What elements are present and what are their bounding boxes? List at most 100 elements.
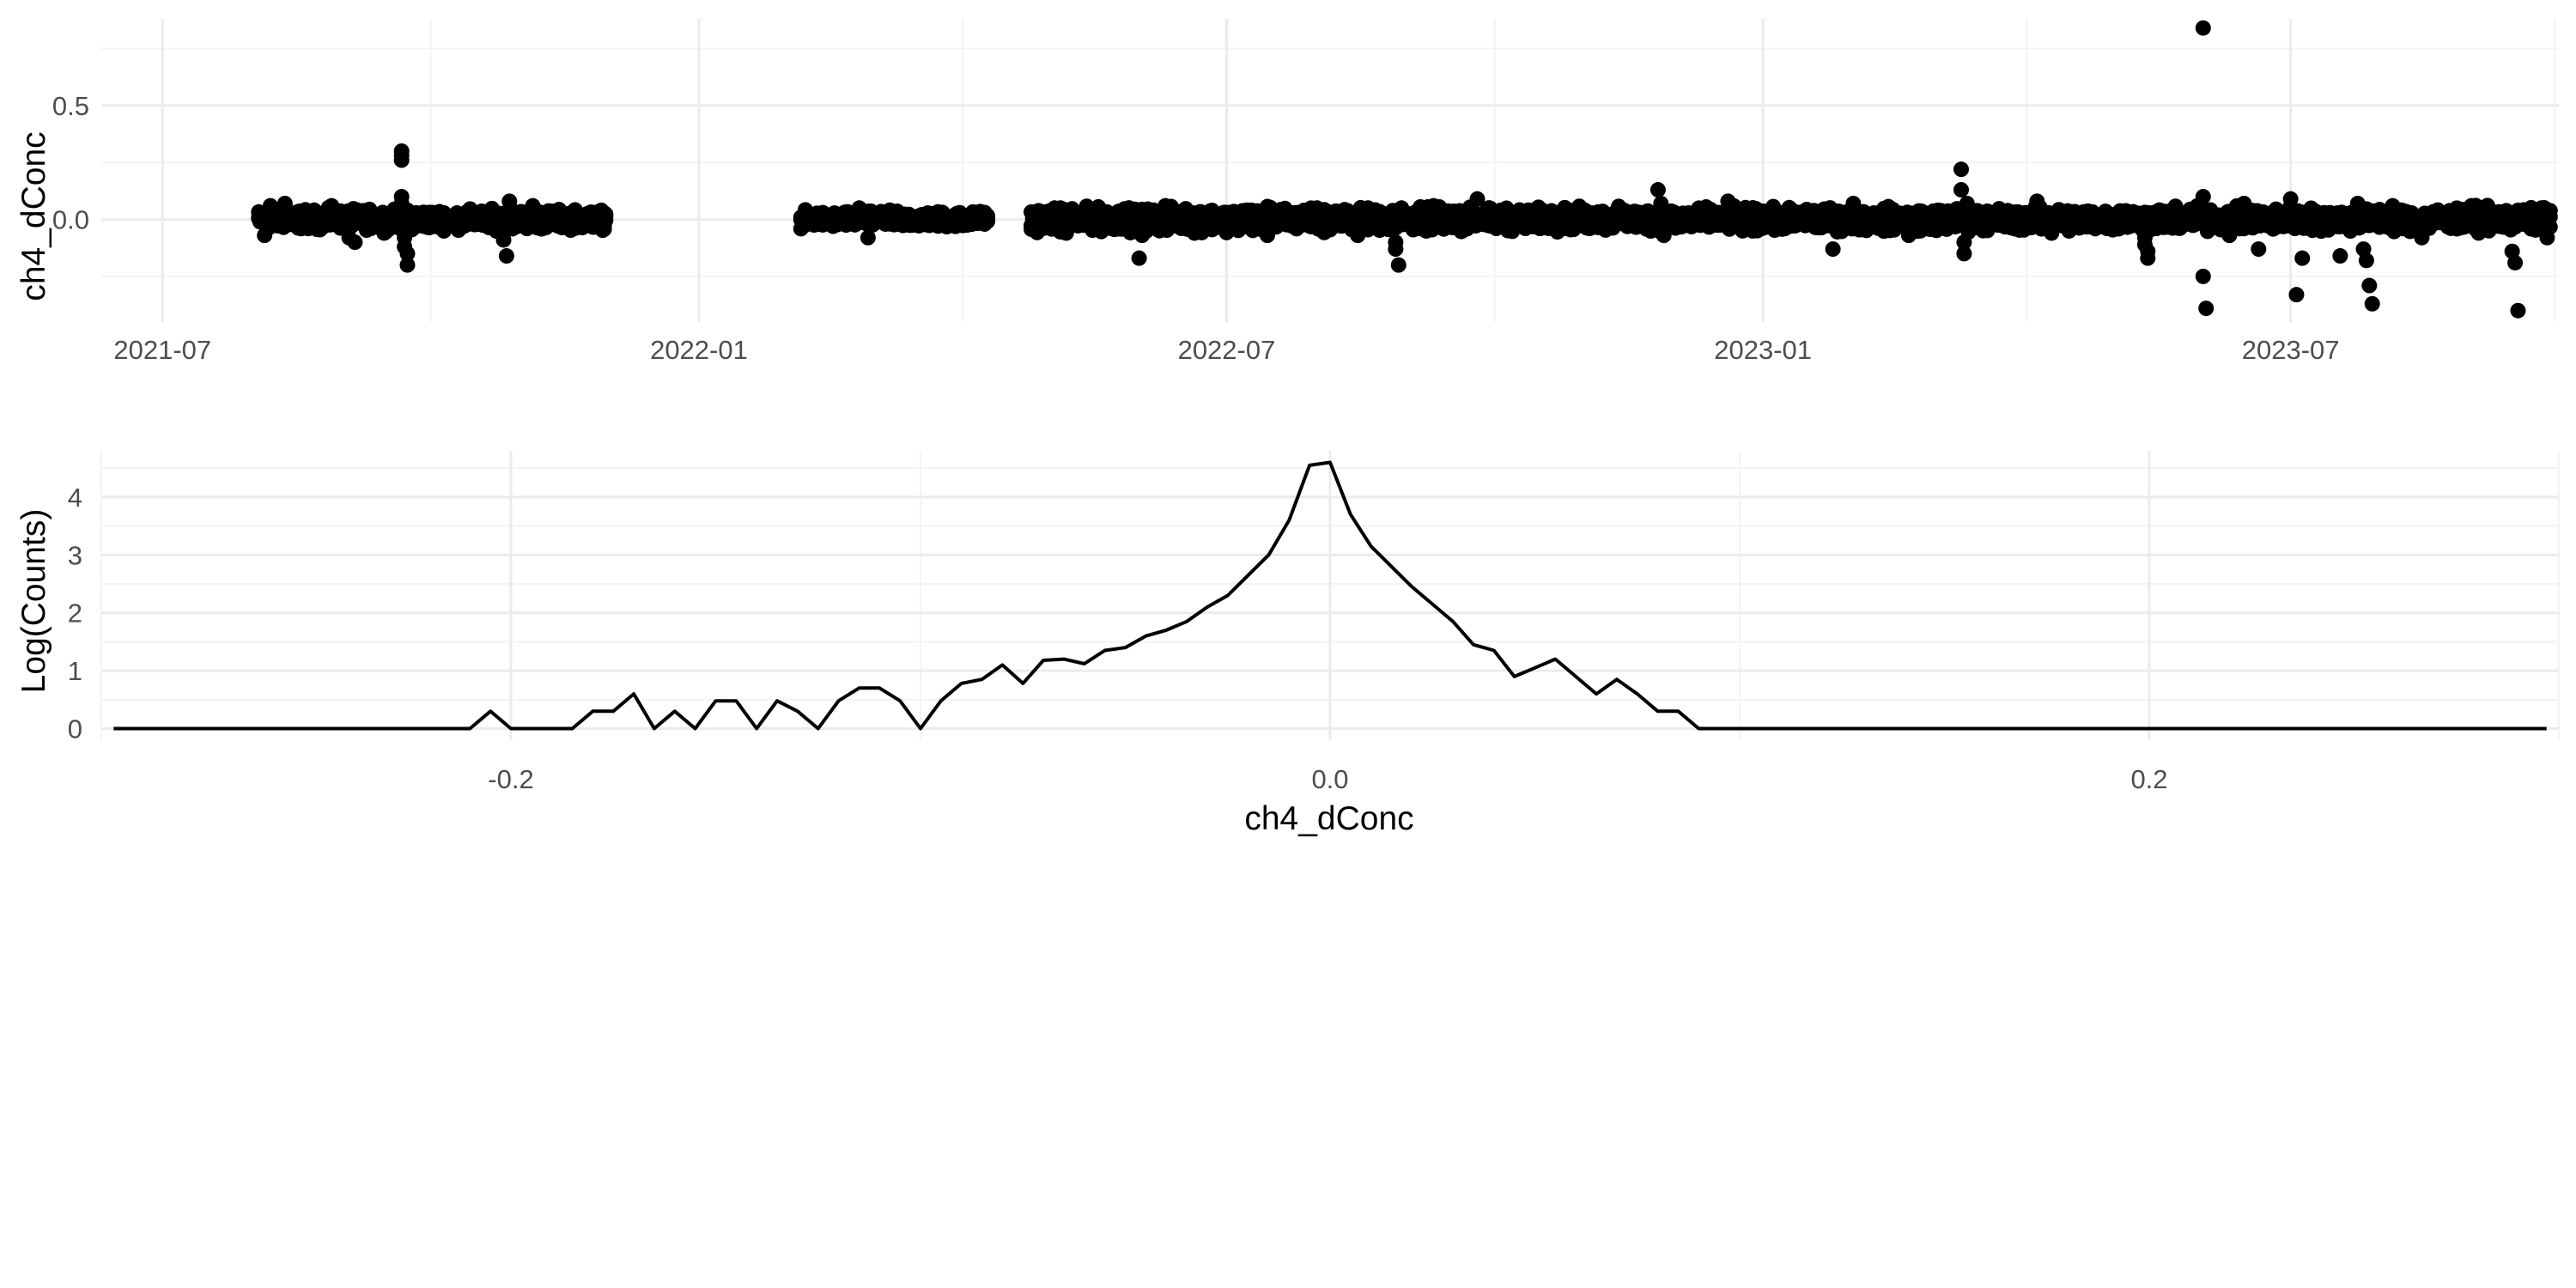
timeseries-point xyxy=(1953,161,1970,178)
timeseries-point xyxy=(1187,225,1203,241)
timeseries-x-tick-label: 2023-01 xyxy=(1714,335,1812,365)
timeseries-point xyxy=(2140,250,2156,266)
timeseries-point xyxy=(276,195,293,211)
timeseries-point xyxy=(347,234,363,251)
timeseries-point xyxy=(376,225,392,241)
timeseries-point xyxy=(1956,234,1972,251)
timeseries-point xyxy=(1825,241,1841,258)
distribution-y-tick-label: 2 xyxy=(68,598,82,629)
timeseries-point xyxy=(1900,228,1917,244)
timeseries-point xyxy=(2221,228,2238,244)
timeseries-point xyxy=(1131,250,1147,266)
timeseries-point xyxy=(1425,197,1442,214)
timeseries-point xyxy=(2198,301,2215,317)
timeseries-point xyxy=(980,210,996,227)
timeseries-point xyxy=(257,228,273,244)
timeseries-x-tick-label: 2022-07 xyxy=(1178,335,1276,365)
timeseries-x-tick-label: 2021-07 xyxy=(113,335,211,365)
timeseries-point xyxy=(598,206,614,222)
distribution-y-tick-label: 1 xyxy=(68,656,82,686)
timeseries-point xyxy=(1959,195,1975,211)
timeseries-point xyxy=(2236,195,2252,211)
timeseries-point xyxy=(399,246,416,262)
distribution-line xyxy=(113,460,2547,731)
timeseries-point xyxy=(2358,252,2374,269)
timeseries-point xyxy=(324,197,340,214)
timeseries-point xyxy=(1309,200,1325,216)
distribution-y-tick-label: 3 xyxy=(68,540,82,570)
timeseries-panel: 2021-07 2022-01 2022-07 2023-01 2023-07 0.00… xyxy=(15,19,2559,365)
timeseries-point xyxy=(1720,193,1736,210)
timeseries-points xyxy=(251,20,2558,319)
timeseries-point xyxy=(1557,200,1573,216)
timeseries-point xyxy=(1388,241,1404,258)
timeseries-point xyxy=(1735,222,1751,239)
timeseries-point xyxy=(2029,193,2045,210)
timeseries-x-tick-label: 2022-01 xyxy=(650,335,748,365)
timeseries-point xyxy=(498,248,514,264)
timeseries-point xyxy=(2414,229,2430,246)
timeseries-point xyxy=(399,257,416,273)
timeseries-point xyxy=(495,232,512,248)
timeseries-point xyxy=(1469,191,1485,207)
timeseries-point xyxy=(1390,257,1406,273)
timeseries-point xyxy=(1956,246,1972,262)
distribution-x-tick-label: 0.2 xyxy=(2130,764,2167,794)
timeseries-y-axis-title: ch4_dConc xyxy=(15,131,52,301)
timeseries-point xyxy=(525,197,541,214)
timeseries-point xyxy=(1953,182,1970,198)
distribution-x-tick-label: -0.2 xyxy=(488,764,533,794)
timeseries-point xyxy=(1649,182,1666,198)
distribution-x-tick-labels: -0.2 0.0 0.2 xyxy=(488,764,2167,794)
timeseries-point xyxy=(860,229,876,246)
timeseries-point xyxy=(2332,248,2348,264)
timeseries-point xyxy=(501,193,518,210)
distribution-x-axis-title: ch4_dConc xyxy=(1244,800,1413,837)
timeseries-point xyxy=(2510,302,2526,319)
timeseries-point xyxy=(393,152,410,168)
distribution-gridlines xyxy=(100,451,2560,740)
timeseries-point xyxy=(262,197,278,214)
timeseries-point xyxy=(2464,197,2480,214)
timeseries-x-tick-label: 2023-07 xyxy=(2242,335,2340,365)
distribution-x-tick-label: 0.0 xyxy=(1311,764,1348,794)
timeseries-point xyxy=(2251,241,2267,258)
distribution-y-tick-labels: 0 1 2 3 4 xyxy=(68,483,82,744)
timeseries-point xyxy=(2507,254,2524,270)
timeseries-y-tick-labels: 0.0 0.5 xyxy=(52,91,89,235)
timeseries-point xyxy=(1260,228,1276,244)
timeseries-point xyxy=(2533,200,2549,216)
timeseries-point xyxy=(2294,250,2311,266)
timeseries-point xyxy=(1058,225,1074,241)
timeseries-point xyxy=(2539,229,2555,246)
timeseries-x-tick-labels: 2021-07 2022-01 2022-07 2023-01 2023-07 xyxy=(113,335,2339,365)
timeseries-point xyxy=(1157,197,1174,214)
timeseries-point xyxy=(2195,189,2211,205)
timeseries-point xyxy=(393,195,410,211)
timeseries-point xyxy=(2044,225,2060,241)
distribution-y-tick-label: 0 xyxy=(68,714,82,744)
timeseries-point xyxy=(1653,195,1669,211)
timeseries-point xyxy=(2282,191,2299,207)
timeseries-y-tick-label: 0.5 xyxy=(52,91,89,121)
timeseries-point xyxy=(2385,197,2401,214)
timeseries-gridlines xyxy=(101,19,2559,322)
timeseries-point xyxy=(2364,295,2380,312)
timeseries-point xyxy=(2195,20,2211,36)
timeseries-point xyxy=(1134,228,1151,244)
timeseries-point xyxy=(1656,228,1672,244)
timeseries-point xyxy=(1394,200,1410,216)
timeseries-point xyxy=(2361,277,2378,294)
timeseries-point xyxy=(2288,287,2305,303)
timeseries-point xyxy=(851,200,867,216)
timeseries-y-tick-label: 0.0 xyxy=(52,205,89,235)
distribution-y-tick-label: 4 xyxy=(68,483,82,513)
timeseries-point xyxy=(2349,195,2366,211)
timeseries-point xyxy=(1052,200,1068,216)
timeseries-point xyxy=(1350,228,1366,244)
distribution-y-axis-title: Log(Counts) xyxy=(15,509,52,694)
timeseries-point xyxy=(2195,268,2211,284)
distribution-panel: -0.2 0.0 0.2 0 1 2 3 4 Log(Counts) ch4_dConc xyxy=(15,451,2560,837)
timeseries-point xyxy=(1845,195,1862,211)
